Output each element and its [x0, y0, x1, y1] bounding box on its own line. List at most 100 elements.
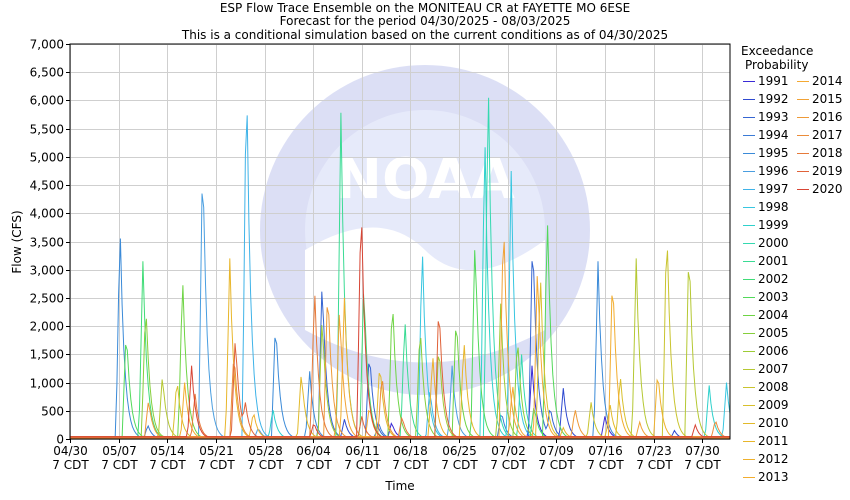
x-tick-label-date: 07/02: [491, 444, 526, 458]
chart-subtitle-period: Forecast for the period 04/30/2025 - 08/…: [279, 14, 571, 28]
legend-label: 2004: [758, 308, 789, 322]
legend-swatch: [743, 279, 755, 280]
x-tick-label-date: 05/07: [102, 444, 137, 458]
x-tick-label-time: 7 CDT: [587, 458, 624, 472]
x-tick-label-time: 7 CDT: [636, 458, 673, 472]
x-tick-label-date: 07/30: [685, 444, 720, 458]
legend-swatch: [743, 459, 755, 460]
legend-swatch: [743, 315, 755, 316]
x-tick-label-time: 7 CDT: [198, 458, 235, 472]
legend-swatch: [743, 405, 755, 406]
legend-label: 2020: [812, 182, 843, 196]
x-tick-label-date: 07/23: [637, 444, 672, 458]
legend-swatch: [797, 171, 809, 172]
y-tick-label: 5,500: [30, 123, 64, 137]
legend-label: 2012: [758, 452, 789, 466]
legend-label: 2008: [758, 380, 789, 394]
x-tick-label-time: 7 CDT: [538, 458, 575, 472]
legend-swatch: [743, 135, 755, 136]
legend-label: 1993: [758, 110, 789, 124]
legend-swatch: [743, 423, 755, 424]
x-tick-label-time: 7 CDT: [441, 458, 478, 472]
y-tick-label: 7,000: [30, 38, 64, 52]
legend-label: 2007: [758, 362, 789, 376]
legend-swatch: [743, 171, 755, 172]
x-tick-label-time: 7 CDT: [149, 458, 186, 472]
legend-swatch: [743, 225, 755, 226]
legend-label: 1995: [758, 146, 789, 160]
legend-swatch: [743, 81, 755, 82]
legend-swatch: [743, 207, 755, 208]
legend-swatch: [743, 243, 755, 244]
legend-label: 2001: [758, 254, 789, 268]
legend-label: 1996: [758, 164, 789, 178]
y-tick-label: 1,000: [30, 377, 64, 391]
legend-label: 2009: [758, 398, 789, 412]
legend-label: 2013: [758, 470, 789, 484]
noaa-seal-disc: [260, 65, 590, 395]
legend-label: 1991: [758, 74, 789, 88]
y-tick-label: 500: [41, 405, 64, 419]
x-tick-label-time: 7 CDT: [52, 458, 89, 472]
legend-label: 1997: [758, 182, 789, 196]
x-tick-label-date: 06/04: [296, 444, 331, 458]
legend-swatch: [743, 477, 755, 478]
y-axis: 0 500 1,000 1,500 2,000 2,500 3,000 3,500 4,000 4…: [30, 38, 70, 447]
legend-swatch: [797, 117, 809, 118]
legend-swatch: [797, 81, 809, 82]
legend-swatch: [797, 189, 809, 190]
legend-label: 1998: [758, 200, 789, 214]
y-tick-label: 2,000: [30, 320, 64, 334]
legend-label: 2014: [812, 74, 843, 88]
y-tick-label: 0: [56, 433, 64, 447]
legend-label: 2000: [758, 236, 789, 250]
legend-label: 2010: [758, 416, 789, 430]
x-tick-label-date: 06/25: [442, 444, 477, 458]
y-tick-label: 6,500: [30, 66, 64, 80]
legend-label: 2018: [812, 146, 843, 160]
y-axis-label: Flow (CFS): [10, 210, 24, 273]
legend-label: 2005: [758, 326, 789, 340]
legend-title-line2: Probability: [745, 58, 809, 72]
legend-swatch: [743, 117, 755, 118]
x-tick-label-time: 7 CDT: [344, 458, 381, 472]
x-tick-label-date: 06/11: [345, 444, 380, 458]
y-tick-label: 6,000: [30, 94, 64, 108]
chart-series-group: [70, 97, 731, 439]
legend-swatch: [743, 99, 755, 100]
legend-swatch: [743, 387, 755, 388]
legend-swatch: [743, 369, 755, 370]
x-tick-label-date: 04/30: [53, 444, 88, 458]
legend-swatch: [797, 99, 809, 100]
x-tick-label-date: 07/16: [588, 444, 623, 458]
legend-swatch: [743, 153, 755, 154]
x-tick-label-time: 7 CDT: [490, 458, 527, 472]
y-tick-label: 4,500: [30, 179, 64, 193]
chart-subtitle-conditions: This is a conditional simulation based o…: [181, 28, 669, 42]
legend-label: 2019: [812, 164, 843, 178]
legend-label: 2016: [812, 110, 843, 124]
x-tick-label-date: 05/28: [248, 444, 283, 458]
chart-title: ESP Flow Trace Ensemble on the MONITEAU …: [219, 1, 631, 15]
x-tick-label-time: 7 CDT: [101, 458, 138, 472]
x-tick-label-time: 7 CDT: [247, 458, 284, 472]
x-tick-label-time: 7 CDT: [392, 458, 429, 472]
y-tick-label: 2,500: [30, 292, 64, 306]
legend-swatch: [743, 189, 755, 190]
legend-label: 2017: [812, 128, 843, 142]
x-tick-label-time: 7 CDT: [684, 458, 721, 472]
legend-label: 2003: [758, 290, 789, 304]
y-tick-label: 4,000: [30, 207, 64, 221]
x-tick-label-date: 05/14: [150, 444, 185, 458]
legend-label: 2002: [758, 272, 789, 286]
y-tick-label: 3,500: [30, 236, 64, 250]
x-axis-label: Time: [384, 479, 414, 493]
x-tick-label-date: 05/21: [199, 444, 234, 458]
y-tick-label: 3,000: [30, 264, 64, 278]
legend-label: 2006: [758, 344, 789, 358]
legend-swatch: [797, 135, 809, 136]
legend-label: 1992: [758, 92, 789, 106]
x-tick-label-time: 7 CDT: [295, 458, 332, 472]
